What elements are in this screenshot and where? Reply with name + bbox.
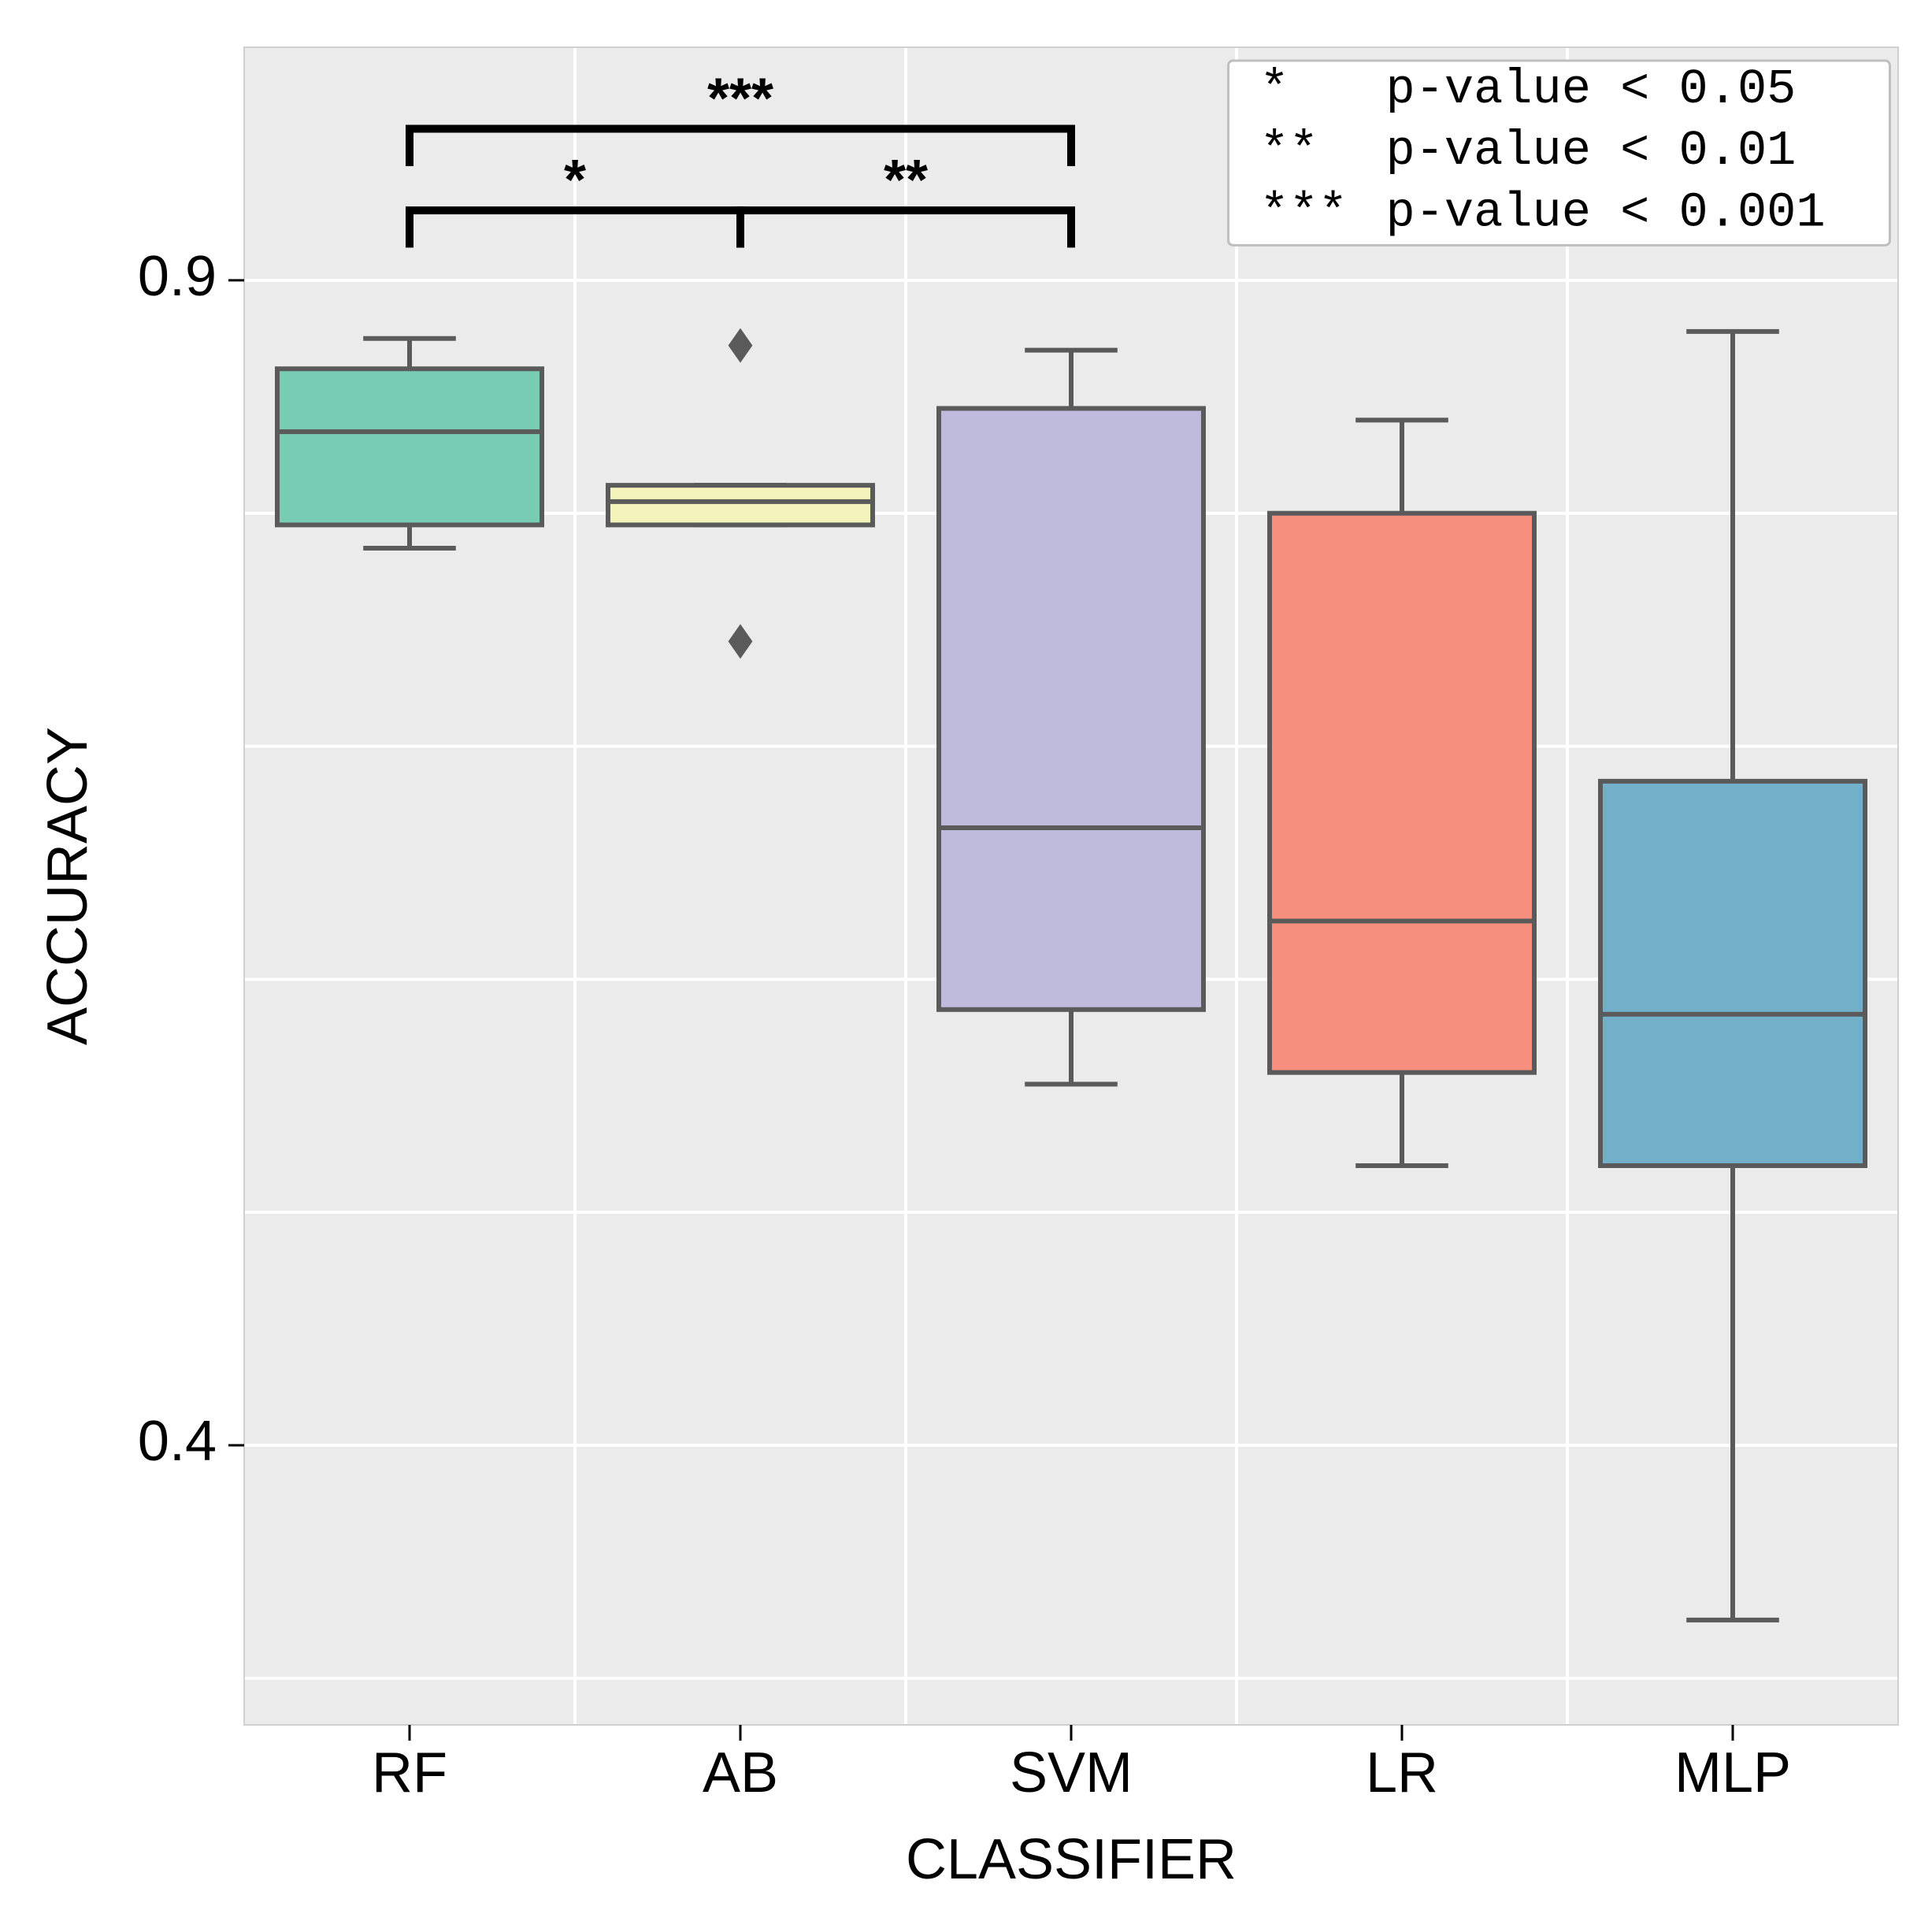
x-tick-label: MLP xyxy=(1674,1741,1791,1804)
box-AB xyxy=(608,485,873,525)
legend-item-text: p-value < 0.05 xyxy=(1386,61,1797,117)
chart-svg: 0.40.9RFABSVMLRMLPACCURACYCLASSIFIER****… xyxy=(0,0,1932,1921)
significance-label: ** xyxy=(884,149,928,212)
y-tick-label: 0.4 xyxy=(138,1410,217,1473)
y-tick-label: 0.9 xyxy=(138,245,217,308)
significance-label: * xyxy=(564,149,586,212)
legend-item-text: p-value < 0.001 xyxy=(1386,184,1826,240)
legend-item-text: p-value < 0.01 xyxy=(1386,123,1797,179)
y-axis-label: ACCURACY xyxy=(36,727,99,1045)
box-RF xyxy=(277,369,542,525)
x-tick-label: SVM xyxy=(1010,1741,1133,1804)
legend-symbol: *** xyxy=(1260,184,1348,240)
box-LR xyxy=(1270,514,1534,1073)
x-axis-label: CLASSIFIER xyxy=(906,1828,1237,1891)
box-SVM xyxy=(939,409,1203,1010)
legend-symbol: * xyxy=(1260,61,1289,117)
legend-symbol: ** xyxy=(1260,123,1318,179)
boxplot-chart: 0.40.9RFABSVMLRMLPACCURACYCLASSIFIER****… xyxy=(0,0,1932,1921)
box-MLP xyxy=(1600,781,1865,1166)
x-tick-label: LR xyxy=(1366,1741,1438,1804)
significance-label: *** xyxy=(707,68,773,131)
x-tick-label: AB xyxy=(703,1741,778,1804)
x-tick-label: RF xyxy=(372,1741,447,1804)
